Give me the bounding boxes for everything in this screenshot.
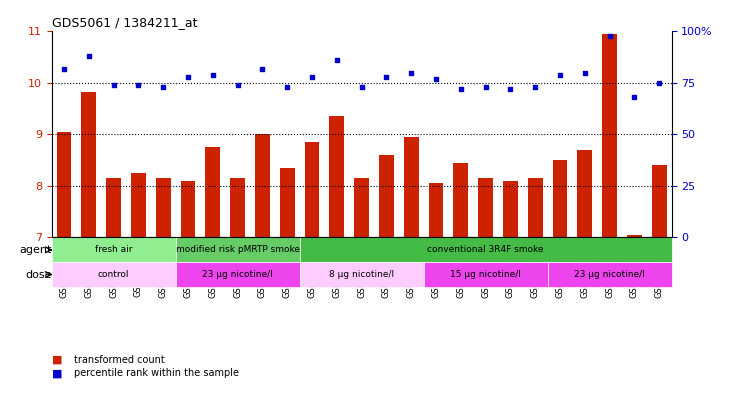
FancyBboxPatch shape: [52, 262, 176, 287]
Bar: [131, 173, 146, 237]
Bar: [453, 163, 468, 237]
Text: fresh air: fresh air: [95, 245, 132, 254]
Point: [133, 82, 145, 88]
Point: [505, 86, 517, 92]
Point: [306, 73, 318, 80]
Bar: [602, 34, 617, 237]
FancyBboxPatch shape: [424, 262, 548, 287]
Bar: [305, 142, 320, 237]
FancyBboxPatch shape: [548, 262, 672, 287]
Text: dose: dose: [25, 270, 52, 279]
Point: [182, 73, 194, 80]
Text: conventional 3R4F smoke: conventional 3R4F smoke: [427, 245, 544, 254]
Point: [83, 53, 94, 59]
Bar: [652, 165, 666, 237]
Point: [604, 32, 615, 39]
Bar: [329, 116, 344, 237]
Text: control: control: [98, 270, 129, 279]
Text: 23 μg nicotine/l: 23 μg nicotine/l: [574, 270, 645, 279]
Point: [629, 94, 641, 101]
FancyBboxPatch shape: [176, 262, 300, 287]
Text: GDS5061 / 1384211_at: GDS5061 / 1384211_at: [52, 16, 197, 29]
Text: ■: ■: [52, 368, 62, 378]
Point: [281, 84, 293, 90]
Point: [653, 80, 665, 86]
Bar: [379, 155, 394, 237]
Point: [455, 86, 466, 92]
Bar: [354, 178, 369, 237]
Point: [480, 84, 492, 90]
Text: percentile rank within the sample: percentile rank within the sample: [74, 368, 239, 378]
Bar: [255, 134, 270, 237]
Bar: [81, 92, 96, 237]
Bar: [404, 137, 418, 237]
Point: [430, 76, 442, 82]
Bar: [230, 178, 245, 237]
Bar: [577, 150, 592, 237]
Bar: [106, 178, 121, 237]
Point: [381, 73, 393, 80]
Text: agent: agent: [19, 245, 52, 255]
Point: [207, 72, 218, 78]
Point: [529, 84, 541, 90]
Text: modified risk pMRTP smoke: modified risk pMRTP smoke: [176, 245, 300, 254]
Text: 23 μg nicotine/l: 23 μg nicotine/l: [202, 270, 273, 279]
Bar: [528, 178, 542, 237]
Bar: [181, 181, 196, 237]
Point: [331, 57, 342, 63]
Text: transformed count: transformed count: [74, 354, 165, 365]
Text: 8 μg nicotine/l: 8 μg nicotine/l: [329, 270, 394, 279]
Point: [157, 84, 169, 90]
Point: [257, 65, 269, 72]
Bar: [503, 181, 518, 237]
FancyBboxPatch shape: [300, 262, 424, 287]
Bar: [156, 178, 170, 237]
Text: 15 μg nicotine/l: 15 μg nicotine/l: [450, 270, 521, 279]
FancyBboxPatch shape: [300, 237, 672, 262]
Point: [58, 65, 70, 72]
Bar: [553, 160, 568, 237]
Text: ■: ■: [52, 354, 62, 365]
Bar: [627, 235, 642, 237]
Bar: [478, 178, 493, 237]
Point: [405, 70, 417, 76]
Point: [579, 70, 590, 76]
Point: [232, 82, 244, 88]
FancyBboxPatch shape: [176, 237, 300, 262]
Bar: [205, 147, 220, 237]
Bar: [57, 132, 72, 237]
Point: [108, 82, 120, 88]
Bar: [280, 168, 294, 237]
Point: [554, 72, 566, 78]
FancyBboxPatch shape: [52, 237, 176, 262]
Bar: [429, 184, 444, 237]
Point: [356, 84, 368, 90]
